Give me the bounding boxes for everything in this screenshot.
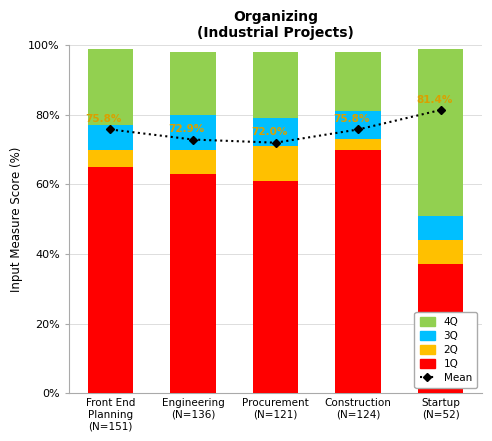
Bar (336, 149, 381, 393)
Text: 72.0%: 72.0% (251, 127, 287, 138)
Bar (88, 49, 133, 125)
Y-axis label: Input Measure Score (%): Input Measure Score (%) (10, 146, 23, 292)
Legend: 4Q, 3Q, 2Q, 1Q, Mean: 4Q, 3Q, 2Q, 1Q, Mean (414, 312, 477, 388)
Bar (88, 167, 133, 393)
Bar (418, 49, 463, 216)
Bar (253, 181, 298, 393)
Bar (170, 174, 215, 393)
Text: 72.9%: 72.9% (168, 124, 205, 135)
Text: 75.8%: 75.8% (334, 114, 370, 124)
Bar (336, 52, 381, 112)
Bar (418, 265, 463, 393)
Bar (336, 139, 381, 149)
Bar (170, 149, 215, 174)
Title: Organizing
(Industrial Projects): Organizing (Industrial Projects) (197, 10, 354, 40)
Bar (170, 52, 215, 115)
Bar (253, 146, 298, 181)
Bar (336, 112, 381, 139)
Bar (88, 125, 133, 149)
Text: 75.8%: 75.8% (86, 114, 122, 124)
Bar (418, 240, 463, 265)
Text: 81.4%: 81.4% (416, 95, 452, 105)
Bar (418, 216, 463, 240)
Bar (88, 149, 133, 167)
Bar (253, 52, 298, 118)
Bar (170, 115, 215, 149)
Bar (253, 118, 298, 146)
